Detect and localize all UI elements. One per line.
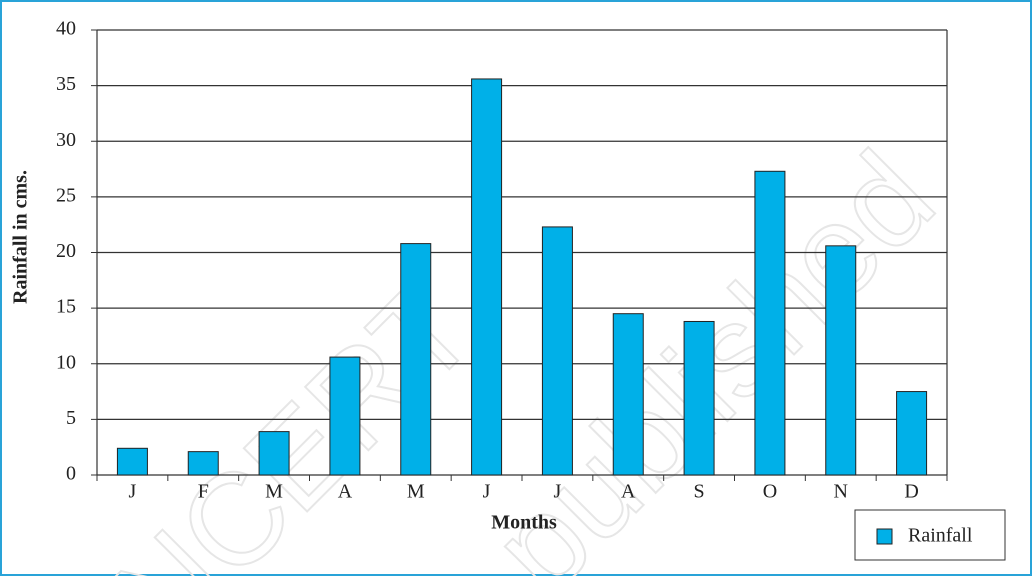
bar	[471, 78, 503, 476]
y-tick-label: 20	[56, 240, 76, 262]
x-tick-label: F	[198, 481, 209, 503]
bar	[754, 170, 786, 476]
x-tick-label: O	[763, 481, 777, 503]
y-axis-title: Rainfall in cms.	[10, 170, 32, 304]
bar	[329, 356, 361, 476]
x-tick-label: S	[694, 481, 705, 503]
bar	[825, 245, 857, 476]
y-tick-label: 40	[56, 18, 76, 40]
x-axis-title: Months	[491, 512, 557, 534]
y-tick-label: 25	[56, 184, 76, 206]
y-tick-label: 10	[56, 351, 76, 373]
x-tick-label: N	[834, 481, 848, 503]
bar	[541, 226, 573, 476]
x-tick-label: M	[407, 481, 425, 503]
y-tick-label: 30	[56, 129, 76, 151]
x-tick-label: D	[904, 481, 918, 503]
x-tick-label: J	[129, 481, 137, 503]
x-tick-label: J	[483, 481, 491, 503]
bar	[683, 320, 715, 476]
bar	[400, 243, 432, 476]
y-tick-label: 15	[56, 296, 76, 318]
bar	[116, 447, 148, 476]
x-tick-label: M	[265, 481, 283, 503]
watermark: NCERT	[83, 253, 501, 576]
legend-swatch	[876, 528, 893, 545]
bar	[258, 431, 290, 476]
y-tick-label: 0	[66, 463, 76, 485]
y-tick-label: 5	[66, 407, 76, 429]
x-tick-label: A	[338, 481, 353, 503]
x-tick-label: J	[554, 481, 562, 503]
legend-label: Rainfall	[908, 525, 973, 547]
bar	[612, 313, 644, 476]
x-tick-label: A	[621, 481, 636, 503]
bar	[896, 391, 928, 476]
bar	[187, 451, 219, 476]
y-tick-label: 35	[56, 73, 76, 95]
